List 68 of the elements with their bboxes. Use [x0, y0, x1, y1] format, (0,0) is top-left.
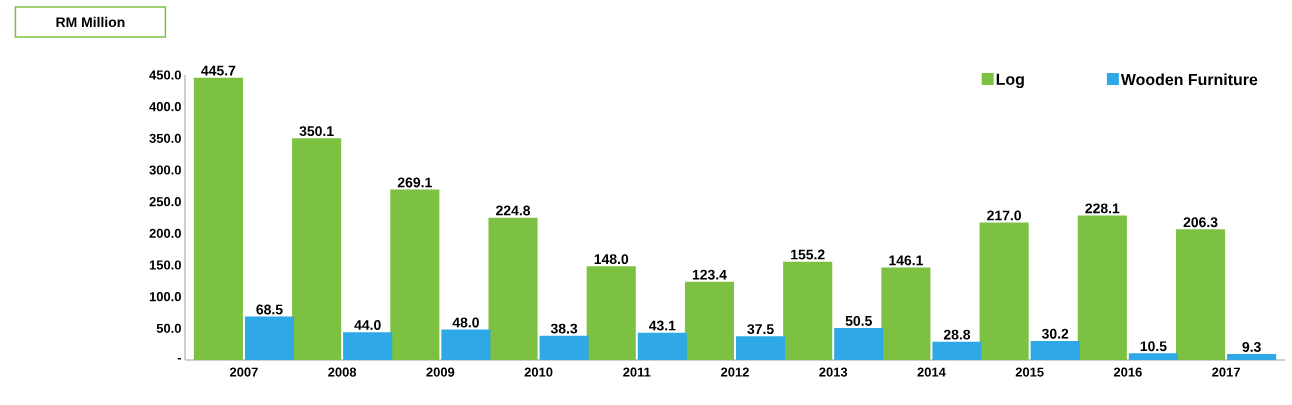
data-label: 30.2 [1041, 328, 1069, 339]
y-tick-label: 450.0 [149, 70, 181, 80]
legend-label: Wooden Furniture [1120, 73, 1258, 86]
bar [637, 332, 687, 360]
x-tick-label: 2014 [917, 367, 946, 377]
bar [586, 266, 636, 360]
bar [1175, 229, 1226, 360]
bar [834, 328, 884, 360]
bar [343, 332, 393, 360]
y-tick-label: 300.0 [149, 165, 181, 175]
x-tick-label: 2007 [229, 367, 258, 377]
data-label: 50.5 [845, 315, 872, 326]
bar [1227, 354, 1277, 360]
data-label: 28.8 [943, 329, 971, 340]
data-label: 155.2 [791, 249, 825, 260]
data-label: 224.8 [496, 205, 531, 216]
data-label: 37.5 [747, 324, 774, 335]
x-tick-label: 2017 [1212, 367, 1240, 377]
y-tick-label: 150.0 [149, 260, 181, 270]
bar [244, 316, 295, 360]
data-label: 445.7 [201, 65, 236, 76]
x-tick-label: 2011 [623, 367, 651, 377]
bar [1077, 215, 1127, 360]
data-label: 10.5 [1140, 341, 1167, 352]
x-tick-label: 2015 [1015, 367, 1044, 377]
bar [488, 217, 538, 360]
y-tick-label: 400.0 [149, 102, 181, 112]
data-label: 38.3 [550, 323, 578, 334]
data-label: 44.0 [354, 320, 381, 330]
bar [684, 281, 735, 360]
data-label: 123.4 [692, 269, 727, 280]
y-tick-label: - [177, 357, 181, 360]
x-tick-label: 2013 [819, 367, 848, 377]
y-tick-label: 200.0 [149, 228, 181, 238]
y-tick-label: 50.0 [156, 323, 181, 333]
bar [441, 329, 491, 360]
data-label: 350.1 [299, 126, 334, 137]
bar [932, 341, 982, 360]
y-axis-title: RM Million [56, 16, 125, 28]
bar [783, 261, 833, 360]
data-label: 217.0 [987, 210, 1021, 221]
bar [292, 138, 342, 360]
bar [881, 267, 931, 360]
data-label: 228.1 [1085, 203, 1120, 214]
bar [979, 222, 1029, 360]
data-label: 148.0 [594, 254, 629, 265]
x-tick-label: 2008 [328, 367, 357, 377]
y-tick-label: 350.0 [149, 133, 181, 143]
data-label: 68.5 [256, 304, 283, 315]
y-tick-label: 250.0 [149, 197, 181, 207]
data-label: 146.1 [889, 255, 923, 266]
data-label: 9.3 [1242, 342, 1261, 352]
bar [1030, 340, 1080, 360]
x-tick-label: 2016 [1113, 367, 1142, 377]
data-label: 206.3 [1183, 217, 1218, 228]
data-label: 48.0 [452, 317, 479, 328]
bar [390, 189, 440, 360]
y-tick-label: 100.0 [149, 292, 181, 302]
data-label: 43.1 [648, 320, 676, 331]
bar [735, 336, 786, 360]
x-tick-label: 2010 [524, 367, 553, 377]
bar [1128, 353, 1178, 360]
x-tick-label: 2012 [721, 367, 749, 377]
x-tick-label: 2009 [426, 367, 455, 377]
bar [193, 77, 243, 360]
bar [539, 335, 589, 360]
data-label: 269.1 [397, 177, 432, 188]
legend-label: Log [996, 73, 1024, 89]
